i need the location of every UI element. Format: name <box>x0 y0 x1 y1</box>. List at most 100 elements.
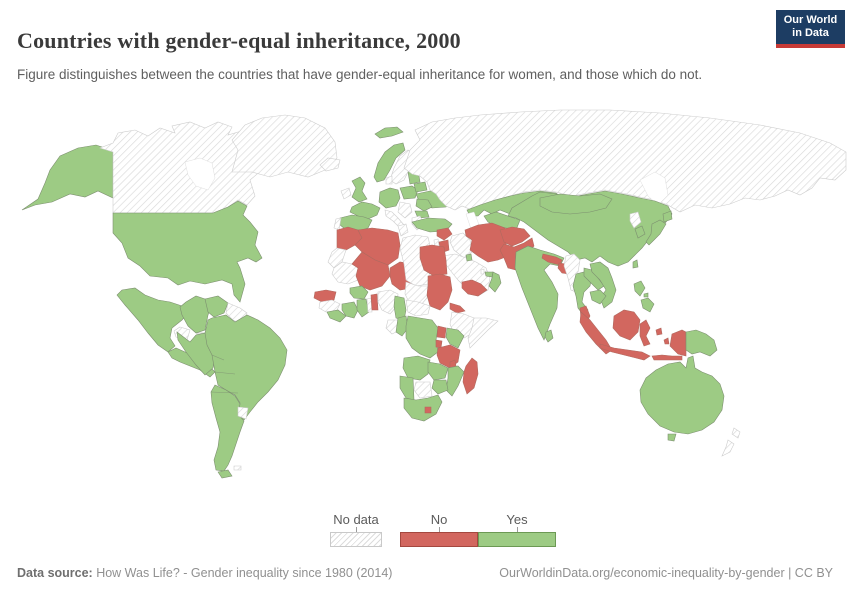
country-yemen[interactable] <box>461 279 488 297</box>
country-car[interactable] <box>405 299 431 317</box>
country-oman[interactable] <box>488 271 502 293</box>
country-vietnam[interactable] <box>589 261 617 309</box>
country-ghana[interactable] <box>356 298 370 318</box>
country-egypt[interactable] <box>419 244 448 277</box>
country-india[interactable] <box>514 245 565 341</box>
country-uruguay[interactable] <box>237 406 249 420</box>
country-australia[interactable] <box>639 355 725 435</box>
owid-url[interactable]: OurWorldinData.org/economic-inequality-b… <box>499 566 833 580</box>
country-turkey[interactable] <box>411 217 453 233</box>
country-sudan[interactable] <box>426 273 453 311</box>
data-source-text: How Was Life? - Gender inequality since … <box>92 566 393 580</box>
country-botswana[interactable] <box>413 381 433 399</box>
hudson-bay <box>184 157 216 191</box>
country-west-papua[interactable] <box>669 329 687 357</box>
country-sumatra[interactable] <box>579 311 613 355</box>
country-liberia[interactable] <box>326 309 347 323</box>
country-mongolia[interactable] <box>539 193 613 215</box>
country-argentina-chile[interactable] <box>210 384 245 472</box>
country-sulawesi[interactable] <box>639 319 651 347</box>
country-tasmania[interactable] <box>667 433 677 442</box>
legend-swatch-yes[interactable] <box>478 532 556 548</box>
country-france[interactable] <box>349 201 381 220</box>
country-afghanistan[interactable] <box>499 226 531 247</box>
country-tunisia[interactable] <box>397 223 409 237</box>
country-new-zealand-south[interactable] <box>721 439 735 457</box>
country-south-korea[interactable] <box>634 225 646 239</box>
country-falklands[interactable] <box>233 465 242 471</box>
country-uae[interactable] <box>484 271 494 278</box>
country-mexico[interactable] <box>116 287 189 353</box>
legend-swatch-no-data[interactable] <box>330 532 382 548</box>
country-mozambique[interactable] <box>445 365 465 397</box>
country-borneo[interactable] <box>612 309 641 341</box>
country-ireland[interactable] <box>340 187 352 200</box>
country-germany[interactable] <box>378 187 401 209</box>
country-norway[interactable] <box>373 142 406 183</box>
legend-swatch-no[interactable] <box>400 532 478 548</box>
country-new-zealand-north[interactable] <box>731 427 741 439</box>
country-balkans[interactable] <box>397 201 413 219</box>
country-congo[interactable] <box>395 315 409 337</box>
country-colombia[interactable] <box>179 295 213 334</box>
country-syria[interactable] <box>436 227 453 241</box>
country-tierra-del-fuego[interactable] <box>217 469 233 479</box>
country-philippines-mindanao[interactable] <box>640 297 655 313</box>
country-qatar[interactable] <box>480 268 485 275</box>
country-lesotho[interactable] <box>424 406 432 414</box>
country-drc[interactable] <box>405 315 439 359</box>
country-kenya[interactable] <box>445 327 465 349</box>
country-benin[interactable] <box>370 293 379 311</box>
country-canada[interactable] <box>99 121 263 214</box>
country-zimbabwe[interactable] <box>431 379 449 395</box>
country-uganda[interactable] <box>436 325 447 339</box>
owid-logo[interactable]: Our World in Data <box>776 10 845 48</box>
country-angola[interactable] <box>402 355 431 381</box>
country-senegal[interactable] <box>313 289 337 303</box>
country-maluku-2[interactable] <box>663 337 670 345</box>
country-togo[interactable] <box>366 297 373 313</box>
footer-link[interactable]: OurWorldinData.org/economic-inequality-b… <box>499 566 833 580</box>
country-iceland[interactable] <box>319 157 341 172</box>
country-papua-new-guinea[interactable] <box>685 329 718 357</box>
country-lesser-sunda[interactable] <box>651 354 683 361</box>
country-south-africa[interactable] <box>403 394 443 422</box>
country-maluku-1[interactable] <box>655 327 663 336</box>
country-taiwan[interactable] <box>632 259 639 269</box>
page-title: Countries with gender-equal inheritance,… <box>17 27 461 53</box>
country-japan-honshu[interactable] <box>645 219 667 246</box>
country-cambodia[interactable] <box>589 289 607 305</box>
country-philippines-luzon[interactable] <box>633 280 646 297</box>
country-united-kingdom[interactable] <box>351 176 368 203</box>
country-united-states[interactable] <box>112 200 263 303</box>
country-philippines-visayas[interactable] <box>643 292 649 298</box>
country-mali[interactable] <box>351 251 391 291</box>
country-alaska[interactable] <box>21 144 114 211</box>
legend-group-categories: No Yes <box>400 512 556 548</box>
country-zambia[interactable] <box>427 361 449 381</box>
country-venezuela[interactable] <box>204 295 229 318</box>
country-romania[interactable] <box>415 198 433 212</box>
country-madagascar[interactable] <box>462 357 479 395</box>
country-greenland[interactable] <box>231 114 338 178</box>
country-eritrea[interactable] <box>449 302 466 314</box>
country-kuwait[interactable] <box>465 253 473 262</box>
country-svalbard[interactable] <box>374 126 404 139</box>
legend-label-no: No <box>430 512 448 527</box>
country-algeria[interactable] <box>354 227 401 266</box>
country-iran[interactable] <box>464 222 509 263</box>
country-belarus[interactable] <box>413 181 428 193</box>
country-japan-hokkaido[interactable] <box>662 210 673 223</box>
country-north-korea[interactable] <box>629 211 642 229</box>
country-portugal[interactable] <box>333 217 342 231</box>
country-chad[interactable] <box>404 281 429 307</box>
country-denmark[interactable] <box>385 175 393 185</box>
country-java[interactable] <box>599 343 651 361</box>
country-rwanda-burundi[interactable] <box>435 339 443 349</box>
country-ivory-coast[interactable] <box>341 301 359 319</box>
country-nigeria[interactable] <box>377 289 399 315</box>
country-russia[interactable] <box>403 109 847 213</box>
country-somalia[interactable] <box>467 317 499 349</box>
country-sri-lanka[interactable] <box>544 329 554 343</box>
country-namibia[interactable] <box>399 375 415 401</box>
